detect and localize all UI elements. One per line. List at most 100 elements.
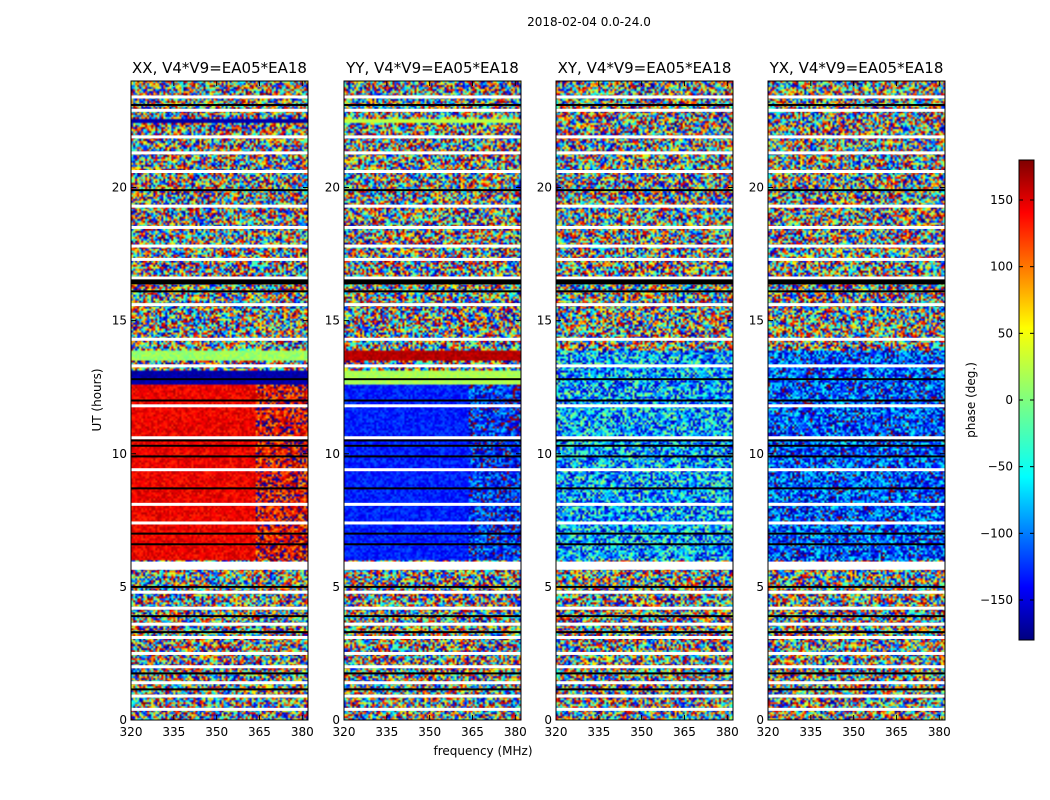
flagged-row (131, 561, 308, 568)
flagged-row (131, 665, 308, 669)
dead-row (556, 455, 733, 458)
y-tick-label: 15 (749, 314, 764, 328)
flagged-row (768, 276, 945, 280)
dead-row (131, 672, 308, 675)
flagged-row (131, 694, 308, 698)
flagged-row (344, 468, 521, 472)
panel-title: YY, V4*V9=EA05*EA18 (345, 59, 519, 77)
flagged-row (131, 364, 308, 368)
x-tick-label: 350 (842, 725, 865, 739)
dead-row (556, 378, 733, 381)
flagged-row (556, 244, 733, 248)
y-axis-label: UT (hours) (90, 368, 104, 431)
flagged-row (344, 566, 521, 570)
dead-row (344, 378, 521, 381)
flagged-row (344, 337, 521, 341)
flagged-row (556, 337, 733, 341)
flagged-row (131, 170, 308, 174)
flagged-row (768, 635, 945, 639)
dead-row (131, 688, 308, 691)
flagged-row (768, 151, 945, 155)
y-tick-label: 20 (537, 181, 552, 195)
flagged-row (344, 694, 521, 698)
x-tick-label: 320 (757, 725, 780, 739)
axes-frame (767, 80, 946, 721)
flagged-row (768, 681, 945, 685)
x-tick-label: 380 (504, 725, 527, 739)
y-tick-label: 10 (749, 447, 764, 461)
y-tick-label: 10 (325, 447, 340, 461)
x-tick-label: 320 (120, 725, 143, 739)
y-tick-label: 20 (325, 181, 340, 195)
x-tick-label: 350 (630, 725, 653, 739)
dead-row (768, 631, 945, 634)
flagged-row (556, 665, 733, 669)
flagged-row (556, 257, 733, 261)
flagged-row (131, 436, 308, 440)
y-tick-label: 10 (112, 447, 127, 461)
flagged-row (344, 622, 521, 626)
dead-row (768, 532, 945, 535)
y-tick-label: 15 (537, 314, 552, 328)
flagged-row (556, 590, 733, 594)
flagged-row (556, 561, 733, 568)
flagged-row (556, 95, 733, 99)
dead-row (344, 615, 521, 618)
flagged-row (344, 502, 521, 506)
dead-row (344, 290, 521, 293)
dead-row (556, 439, 733, 442)
flagged-row (344, 665, 521, 669)
x-tick-label: 320 (545, 725, 568, 739)
dead-row (131, 189, 308, 192)
dead-row (344, 585, 521, 588)
flagged-row (131, 566, 308, 570)
colorbar-tick-label: −150 (980, 593, 1013, 607)
flagged-row (131, 244, 308, 248)
colorbar-tick-label: −100 (980, 526, 1013, 540)
dead-row (556, 688, 733, 691)
flagged-row (344, 276, 521, 280)
x-tick-label: 380 (716, 725, 739, 739)
flagged-row (768, 337, 945, 341)
dead-row (556, 279, 733, 284)
colorbar: −150 −100 −50 0 50 100 150 phase (deg.) (964, 159, 1035, 641)
flagged-row (768, 108, 945, 112)
y-tick-label: 20 (112, 181, 127, 195)
dead-row (768, 543, 945, 546)
dead-row (768, 455, 945, 458)
y-tick-label: 15 (325, 314, 340, 328)
dead-row (131, 378, 308, 381)
flagged-row (556, 276, 733, 280)
x-tick-label: 350 (418, 725, 441, 739)
flagged-row (768, 225, 945, 229)
flagged-row (344, 681, 521, 685)
flagged-row (344, 606, 521, 610)
heatmap-panel-2: XY, V4*V9=EA05*EA18 320 335 350 365 380 0 5 10 15… (537, 59, 739, 739)
dead-row (344, 543, 521, 546)
flagged-row (768, 364, 945, 368)
flagged-row (344, 257, 521, 261)
dead-row (131, 399, 308, 402)
dead-row (556, 672, 733, 675)
flagged-row (131, 204, 308, 208)
dead-row (768, 672, 945, 675)
flagged-row (768, 566, 945, 570)
flagged-row (344, 561, 521, 568)
flagged-row (556, 225, 733, 229)
flagged-row (131, 108, 308, 112)
dead-row (768, 585, 945, 588)
dead-row (556, 444, 733, 447)
dead-row (344, 487, 521, 490)
colorbar-tick-label: −50 (988, 460, 1013, 474)
x-tick-label: 335 (162, 725, 185, 739)
dead-row (344, 631, 521, 634)
x-tick-label: 380 (928, 725, 951, 739)
x-tick-label: 335 (799, 725, 822, 739)
flagged-row (131, 225, 308, 229)
dead-row (131, 103, 308, 106)
x-tick-label: 335 (375, 725, 398, 739)
flagged-row (131, 303, 308, 307)
y-tick-label: 15 (112, 314, 127, 328)
heatmap-panel-0: XX, V4*V9=EA05*EA18 320 335 350 365 380 0 5 10 15… (112, 59, 314, 739)
